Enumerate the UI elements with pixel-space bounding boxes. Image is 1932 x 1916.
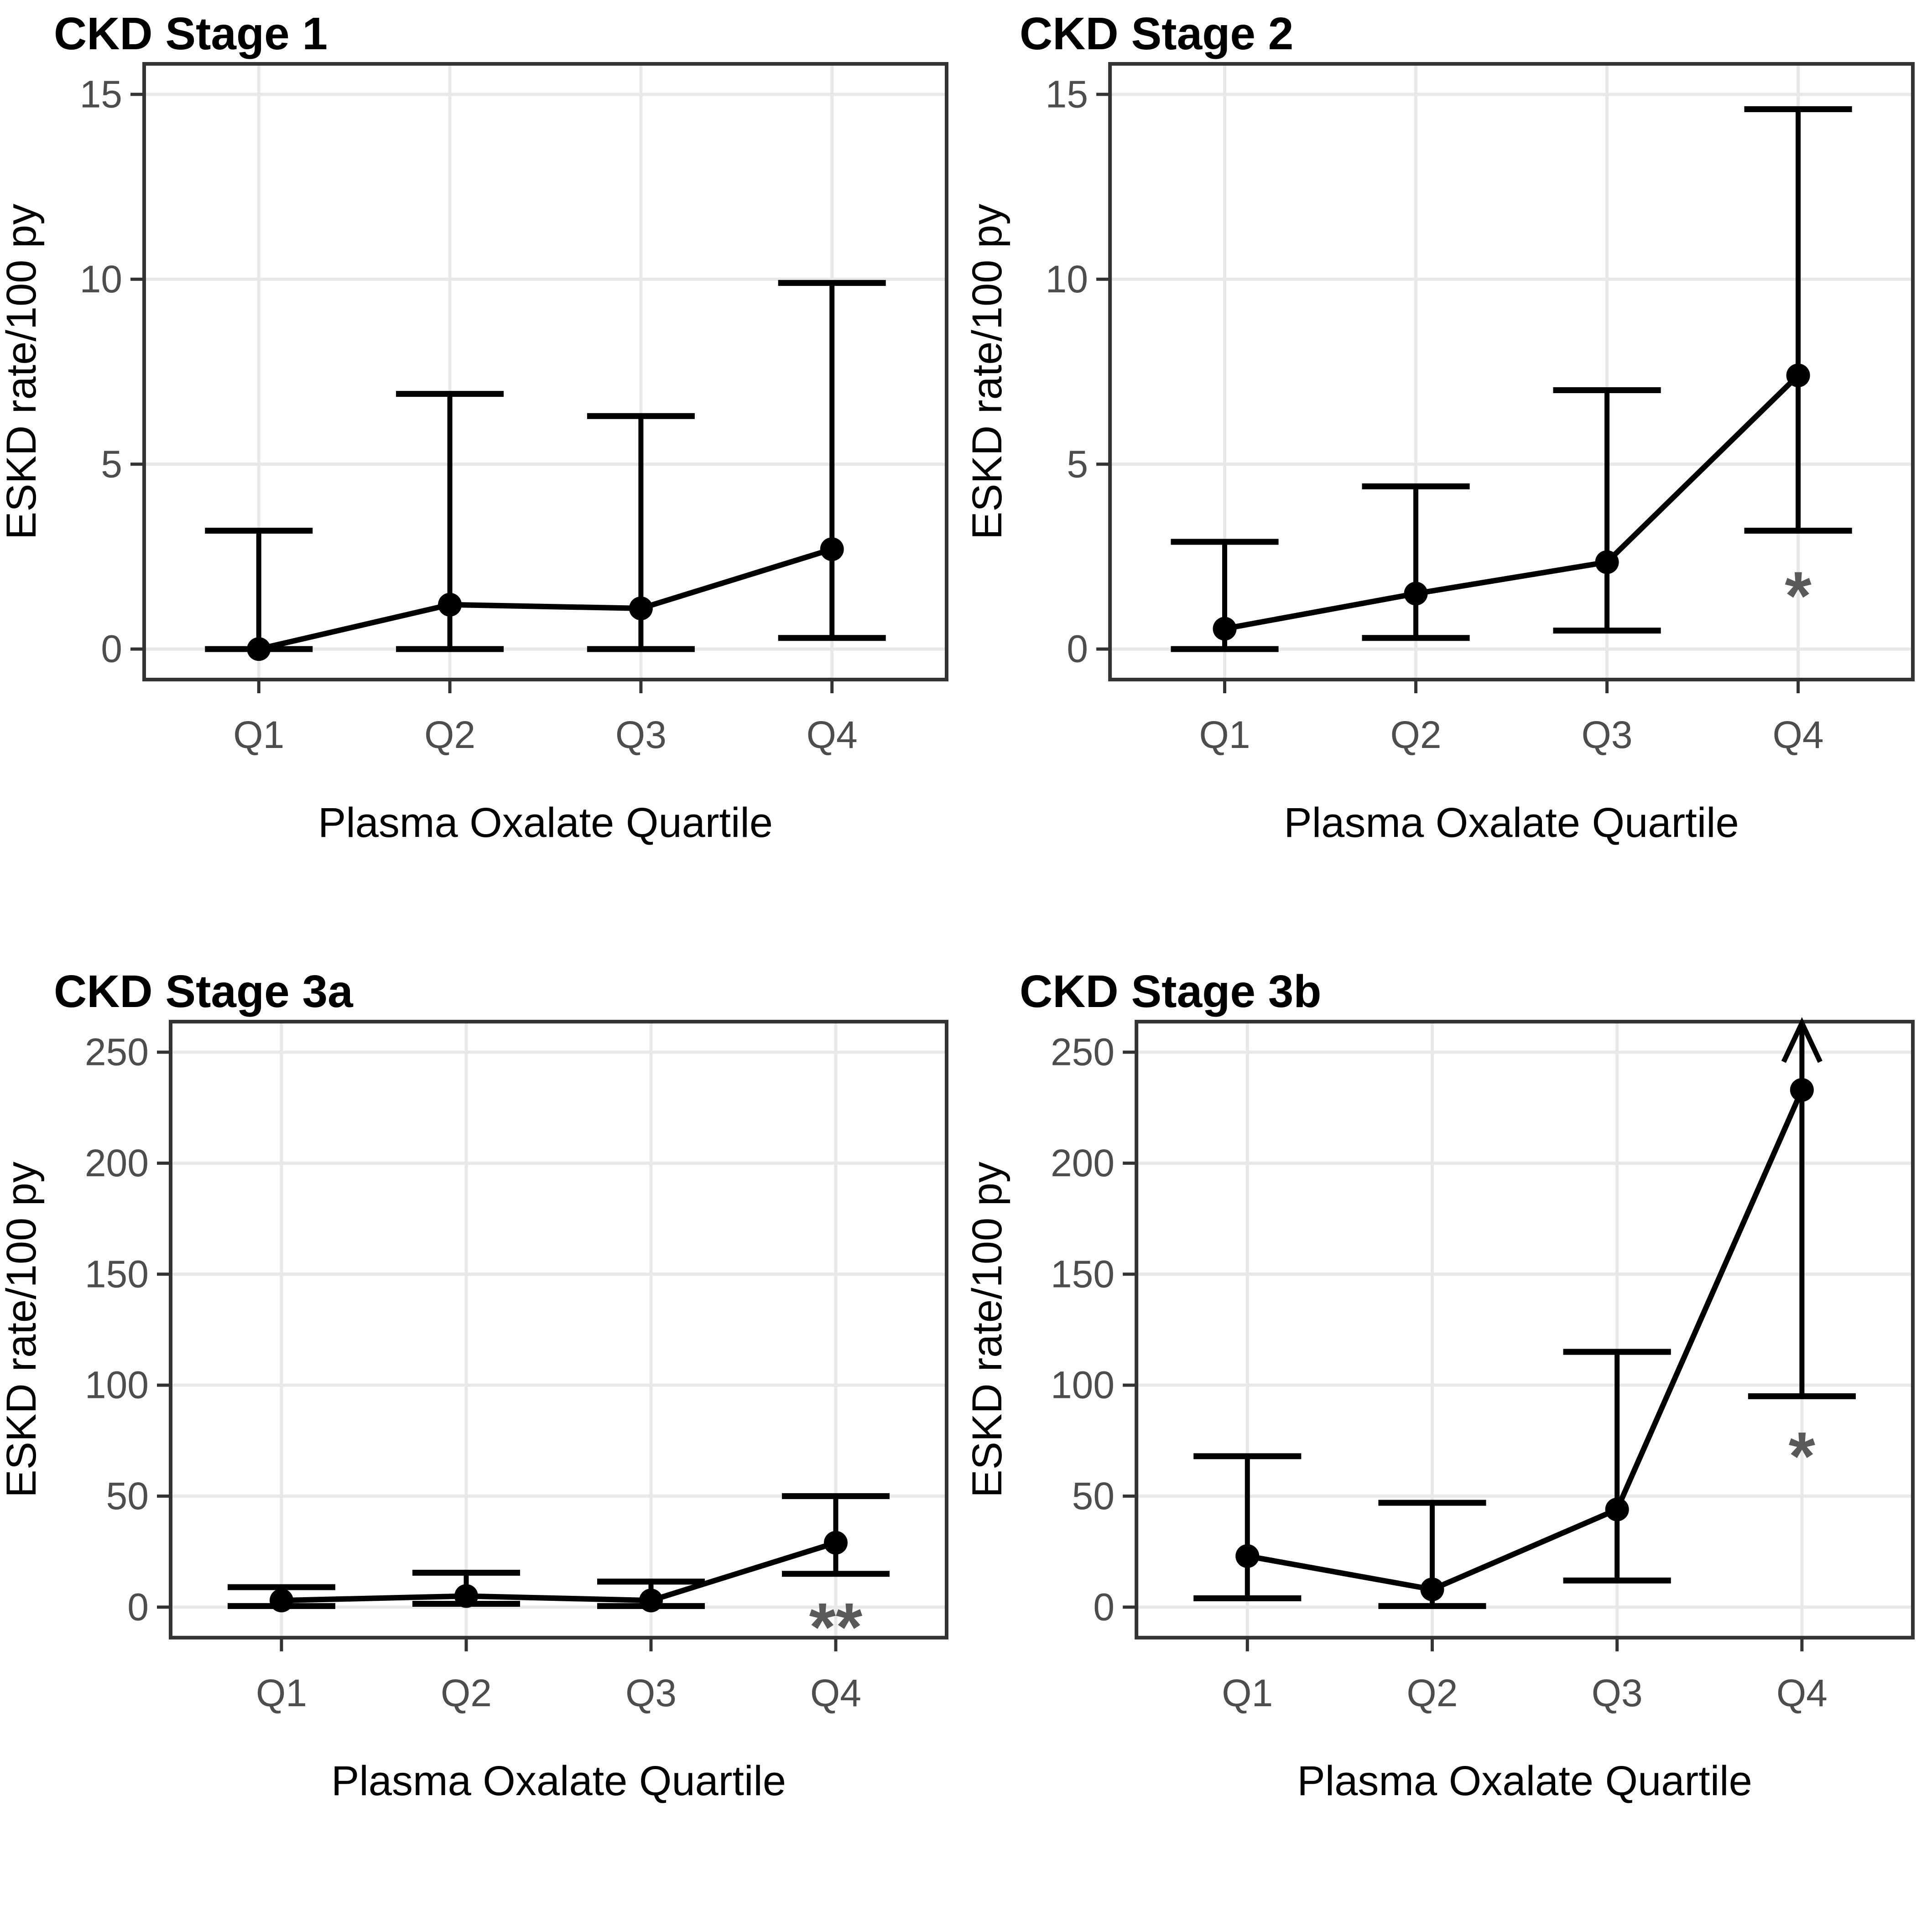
y-tick-label: 150 (1051, 1252, 1114, 1295)
y-tick-label: 0 (1093, 1585, 1114, 1628)
significance-asterisk: * (1789, 1418, 1816, 1494)
series-line (258, 546, 833, 652)
data-point (438, 592, 462, 617)
panel-ckd-stage-2: 0 5 10 15 Q1 Q2 Q3 Q4 Plasma Oxalate Quartile ESK… (966, 0, 1932, 958)
x-tick-label: Q3 (625, 1672, 677, 1714)
panel-title: CKD Stage 1 (54, 8, 328, 59)
data-point (1235, 1544, 1260, 1568)
y-tick-label: 15 (1046, 73, 1088, 115)
y-tick-label: 5 (1067, 442, 1088, 485)
x-axis-title: Plasma Oxalate Quartile (331, 1757, 786, 1804)
panel-ckd-stage-3b: 0 50 100 150 200 250 Q1 Q2 Q3 Q4 Plasma Oxalate Qu… (966, 958, 1932, 1916)
panel-title: CKD Stage 3b (1020, 966, 1321, 1017)
y-axis-title: ESKD rate/100 py (966, 204, 1010, 540)
series-line (1224, 373, 1800, 632)
y-tick-label: 100 (85, 1364, 149, 1407)
x-tick-label: Q4 (810, 1672, 861, 1714)
data-point (1404, 582, 1428, 606)
series-line (281, 1540, 837, 1604)
panel-border (142, 62, 948, 681)
y-tick-label: 0 (1067, 628, 1088, 670)
data-point (270, 1589, 293, 1613)
y-tick-label: 50 (1072, 1475, 1114, 1517)
panel-ckd-stage-3a: 0 50 100 150 200 250 Q1 Q2 Q3 Q4 Plasma Oxalate Qu… (0, 958, 966, 1916)
series-line (1247, 1089, 1805, 1592)
panel-title: CKD Stage 2 (1020, 8, 1293, 59)
y-tick-label: 200 (1051, 1142, 1114, 1184)
x-tick-label: Q4 (1773, 713, 1824, 756)
y-axis-title: ESKD rate/100 py (0, 1162, 45, 1498)
y-axis-title: ESKD rate/100 py (0, 204, 45, 540)
x-tick-label: Q1 (1199, 713, 1250, 756)
panel-title: CKD Stage 3a (54, 966, 354, 1017)
x-tick-label: Q1 (233, 713, 284, 756)
chart-ckd-stage-1: 0 5 10 15 Q1 Q2 Q3 Q4 Plasma Oxalate Quartile ESK… (0, 8, 948, 846)
data-point (1420, 1577, 1444, 1601)
data-point (454, 1584, 478, 1608)
x-axis-title: Plasma Oxalate Quartile (1284, 799, 1739, 846)
panel-border (1108, 62, 1915, 681)
data-point (824, 1531, 848, 1555)
data-point (1790, 1078, 1814, 1102)
data-point (629, 596, 653, 620)
y-tick-label: 10 (80, 258, 122, 301)
data-point (247, 637, 271, 661)
data-point (1595, 550, 1619, 574)
x-tick-label: Q2 (441, 1672, 492, 1714)
x-tick-label: Q4 (1776, 1672, 1828, 1714)
y-tick-label: 200 (85, 1142, 149, 1184)
data-point (1786, 363, 1810, 388)
x-tick-label: Q4 (807, 713, 858, 756)
chart-ckd-stage-2: 0 5 10 15 Q1 Q2 Q3 Q4 Plasma Oxalate Quartile ESK… (966, 8, 1915, 846)
y-tick-label: 15 (80, 73, 122, 115)
y-tick-label: 250 (1051, 1031, 1114, 1074)
data-point (1213, 617, 1237, 641)
chart-ckd-stage-3a: 0 50 100 150 200 250 Q1 Q2 Q3 Q4 Plasma Oxalate Qu… (0, 966, 948, 1804)
x-tick-label: Q3 (615, 713, 667, 756)
data-point (639, 1589, 663, 1613)
y-tick-label: 100 (1051, 1364, 1114, 1407)
x-tick-label: Q1 (1222, 1672, 1273, 1714)
y-tick-label: 0 (101, 628, 122, 670)
y-tick-label: 0 (127, 1585, 149, 1628)
panel-border (1135, 1020, 1915, 1640)
y-tick-label: 10 (1046, 258, 1088, 301)
x-axis-title: Plasma Oxalate Quartile (318, 800, 773, 846)
x-tick-label: Q3 (1582, 713, 1633, 756)
x-tick-label: Q2 (424, 713, 475, 756)
x-tick-label: Q2 (1406, 1672, 1458, 1714)
y-tick-label: 50 (106, 1475, 149, 1517)
x-tick-label: Q2 (1390, 713, 1442, 756)
significance-asterisk: * (1785, 557, 1812, 634)
data-point (1605, 1497, 1629, 1521)
y-tick-label: 5 (101, 442, 122, 485)
x-tick-label: Q3 (1592, 1672, 1643, 1714)
data-point (820, 537, 844, 561)
panel-ckd-stage-1: 0 5 10 15 Q1 Q2 Q3 Q4 Plasma Oxalate Quartile ESK… (0, 0, 966, 958)
x-tick-label: Q1 (256, 1672, 307, 1714)
y-axis-title: ESKD rate/100 py (966, 1162, 1010, 1498)
y-tick-label: 250 (85, 1031, 149, 1074)
chart-ckd-stage-3b: 0 50 100 150 200 250 Q1 Q2 Q3 Q4 Plasma Oxalate Qu… (966, 966, 1915, 1804)
upper-clipped-arrowhead (1781, 1017, 1823, 1063)
significance-asterisk: ** (809, 1589, 863, 1665)
y-tick-label: 150 (85, 1252, 149, 1295)
panel-border (169, 1020, 948, 1640)
x-axis-title: Plasma Oxalate Quartile (1297, 1757, 1752, 1804)
